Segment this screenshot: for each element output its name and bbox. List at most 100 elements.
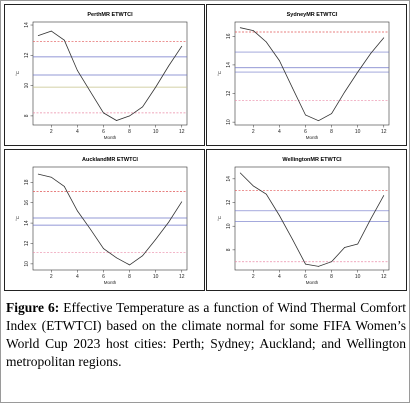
data-point [37,173,39,175]
data-point [168,65,170,67]
data-point [370,53,372,54]
y-tick-label: 14 [226,62,232,68]
x-tick-label: 6 [304,129,307,135]
x-tick-label: 8 [128,274,131,280]
data-point [116,257,117,259]
data-point [168,221,170,223]
data-point [63,186,65,187]
chart-title: SydneyMR ETWTCI [287,12,338,18]
chart-auckland: AucklandMR ETWTCI 2 4 6 8 10 12 18 16 14 12 10 Month… [15,157,188,285]
plot-frame [234,166,390,271]
x-tick-label: 8 [330,274,333,280]
y-axis-label: °C [15,215,20,221]
x-tick-label: 12 [179,129,185,135]
x-tick-label: 6 [102,274,105,280]
chart-panel-sydney: SydneyMR ETWTCI 2 4 6 8 10 12 16 14 12 10 Month °C [206,4,407,146]
data-point [252,30,254,31]
data-point [37,35,39,36]
data-point [90,228,91,230]
data-point [103,112,104,114]
data-point [305,263,306,265]
data-point [77,70,78,71]
x-tick-label: 4 [76,274,79,280]
data-point [50,176,52,178]
x-tick-label: 10 [153,129,159,135]
x-tick-label: 10 [153,274,159,280]
x-tick-label: 2 [252,129,255,135]
chart-title: PerthMR ETWTCI [87,12,133,18]
y-tick-label: 8 [226,248,232,251]
y-tick-label: 16 [24,200,30,206]
chart-panel-wellington: WellingtonMR ETWTCI 2 4 6 8 10 12 14 12 10 8 Month °… [206,149,407,291]
y-tick-label: 12 [24,240,30,246]
x-tick-label: 2 [50,274,53,280]
y-axis-label: °C [217,70,222,76]
data-point [292,87,293,89]
chart-wellington: WellingtonMR ETWTCI 2 4 6 8 10 12 14 12 10 8 Month °… [217,157,390,285]
data-point [103,248,104,249]
data-point [129,115,130,117]
x-tick-label: 4 [76,129,79,135]
y-tick-label: 10 [24,261,30,267]
data-point [279,60,280,61]
data-point [331,113,332,114]
y-tick-label: 10 [226,119,232,125]
caption-text: Effective Temperature as a function of W… [6,300,406,369]
series-line [239,172,385,267]
data-point [305,114,306,116]
y-tick-label: 16 [226,33,232,39]
data-point [370,218,372,220]
x-tick-label: 2 [252,274,255,280]
data-point [155,239,157,240]
y-tick-label: 14 [24,22,30,28]
y-tick-label: 10 [226,223,232,229]
y-tick-label: 12 [24,52,30,58]
x-tick-label: 6 [304,274,307,280]
data-point [181,201,183,203]
series-line [38,173,183,266]
x-tick-label: 8 [128,129,131,135]
data-point [77,210,78,212]
x-tick-label: 10 [355,274,361,280]
data-point [90,91,91,93]
data-point [239,27,241,29]
data-point [265,41,267,43]
x-axis-label: Month [104,280,117,285]
data-point [383,37,385,39]
x-axis-label: Month [306,280,319,285]
chart-title: WellingtonMR ETWTCI [282,157,342,163]
y-tick-label: 12 [226,91,232,97]
series-line [38,30,183,121]
y-tick-label: 14 [24,220,30,226]
x-tick-label: 12 [381,274,387,280]
data-point [383,195,385,196]
chart-panel-auckland: AucklandMR ETWTCI 2 4 6 8 10 12 18 16 14 12 10 Month… [4,149,205,291]
y-axis-label: °C [15,70,20,76]
x-axis-label: Month [306,135,319,140]
data-point [181,45,183,47]
data-point [265,193,267,195]
data-point [155,86,157,88]
x-tick-label: 4 [278,274,281,280]
chart-title: AucklandMR ETWTCI [82,157,138,163]
data-point [63,39,65,41]
data-point [279,215,280,216]
x-tick-label: 2 [50,129,53,135]
x-tick-label: 10 [355,129,361,135]
data-point [318,120,319,122]
plot-frame [32,166,188,271]
data-point [292,238,293,240]
chart-perth: PerthMR ETWTCI 2 4 6 8 10 12 14 12 10 8 Month °C [15,12,188,140]
y-axis-label: °C [217,215,222,221]
data-point [142,106,143,108]
y-tick-label: 14 [226,176,232,182]
data-point [50,30,52,32]
series-line [240,27,385,122]
data-point [239,172,241,174]
plot-frame [234,21,390,126]
data-point [344,247,345,248]
caption-label: Figure 6: [6,300,60,315]
figure-caption: Figure 6: Effective Temperature as a fun… [6,299,406,371]
y-tick-label: 12 [226,200,232,206]
data-point [331,261,332,263]
